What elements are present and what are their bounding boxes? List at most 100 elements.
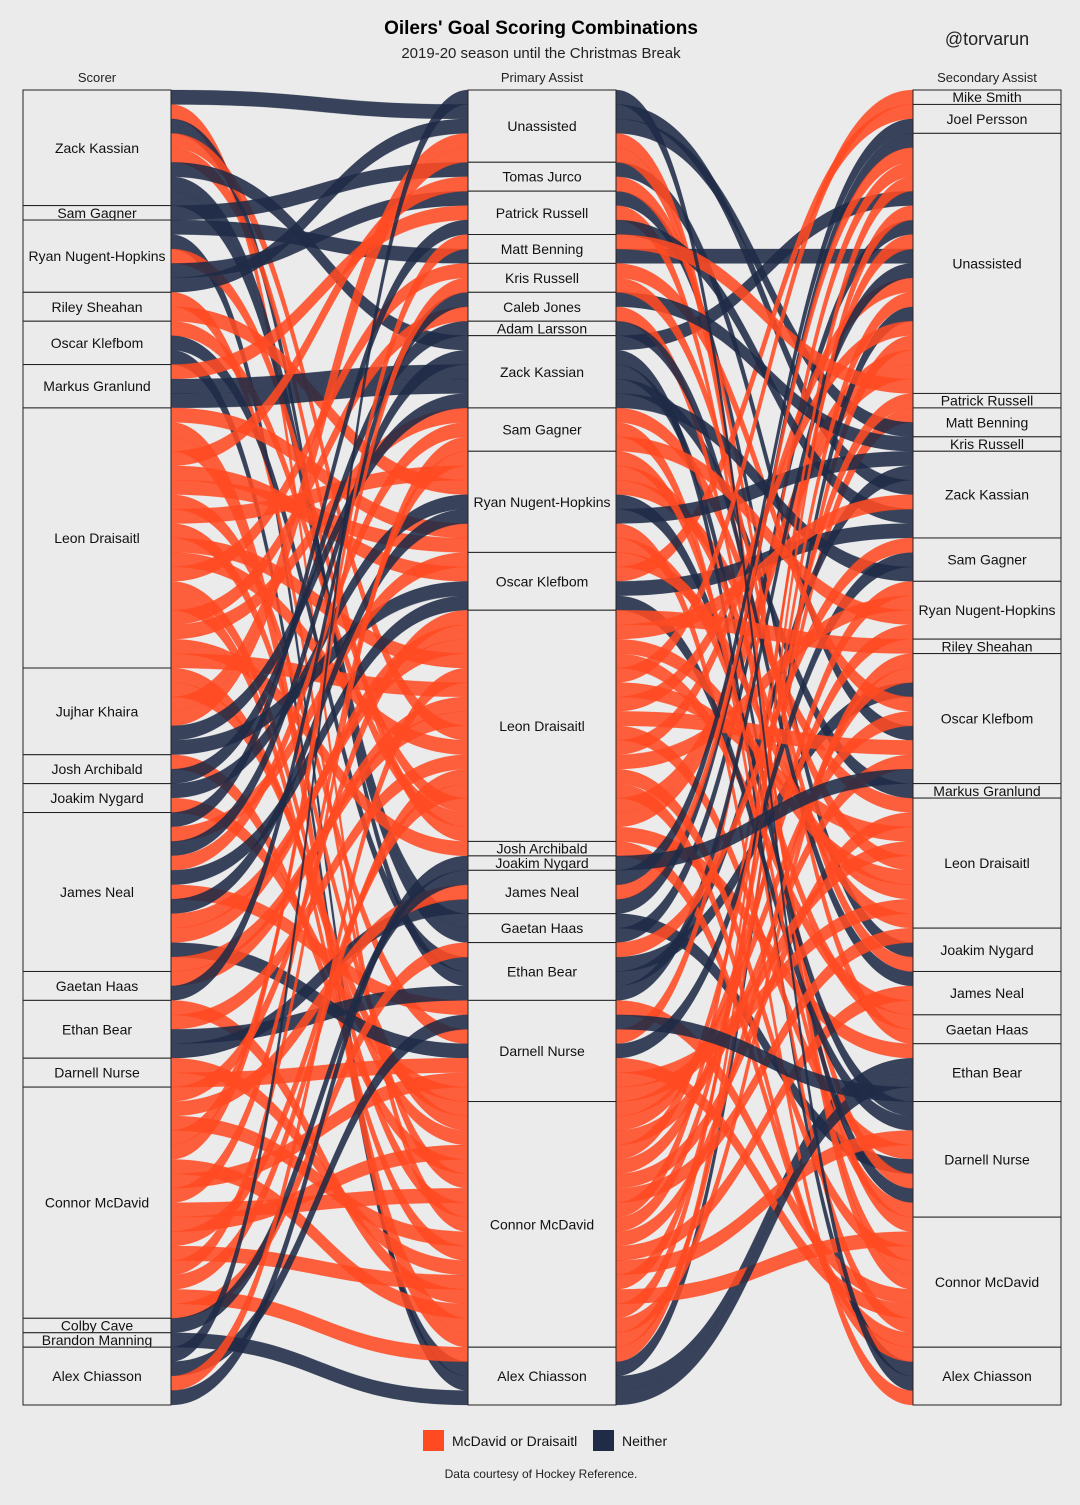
stratum-label: Patrick Russell bbox=[496, 205, 589, 221]
stratum-label: Ryan Nugent-Hopkins bbox=[474, 494, 611, 510]
stratum-secondary-joel-persson bbox=[912, 103, 1062, 134]
stratum-scorer-jujhar-khaira bbox=[22, 667, 172, 756]
stratum-scorer-alex-chiasson bbox=[22, 1346, 172, 1406]
stratum-primary-oscar-klefbom bbox=[467, 551, 617, 611]
stratum-label: Gaetan Haas bbox=[56, 978, 139, 994]
stratum-secondary-ethan-bear bbox=[912, 1043, 1062, 1103]
axis-label-secondary-assist: Secondary Assist bbox=[937, 70, 1037, 85]
stratum-label: Colby Cave bbox=[61, 1318, 134, 1334]
stratum-label: Riley Sheahan bbox=[941, 638, 1032, 654]
stratum-secondary-sam-gagner bbox=[912, 537, 1062, 582]
stratum-scorer-joakim-nygard bbox=[22, 783, 172, 814]
stratum-label: Alex Chiasson bbox=[497, 1368, 587, 1384]
stratum-label: Zack Kassian bbox=[945, 487, 1029, 503]
stratum-label: Gaetan Haas bbox=[946, 1021, 1029, 1037]
stratum-label: Sam Gagner bbox=[947, 552, 1027, 568]
stratum-primary-leon-draisaitl bbox=[467, 609, 617, 842]
stratum-label: Joakim Nygard bbox=[495, 855, 588, 871]
stratum-scorer-ethan-bear bbox=[22, 999, 172, 1059]
stratum-primary-caleb-jones bbox=[467, 291, 617, 322]
stratum-label: Oscar Klefbom bbox=[51, 335, 144, 351]
legend-label-neither: Neither bbox=[622, 1433, 667, 1449]
stratum-label: Leon Draisaitl bbox=[944, 855, 1030, 871]
stratum-secondary-ryan-nugent-hopkins bbox=[912, 580, 1062, 640]
stratum-label: Brandon Manning bbox=[42, 1332, 153, 1348]
stratum-scorer-markus-granlund bbox=[22, 364, 172, 409]
legend: McDavid or Draisaitl Neither bbox=[423, 1430, 667, 1451]
stratum-label: Matt Benning bbox=[501, 241, 584, 257]
stratum-scorer-zack-kassian bbox=[22, 89, 172, 207]
stratum-scorer-gaetan-haas bbox=[22, 970, 172, 1001]
stratum-label: James Neal bbox=[505, 884, 579, 900]
legend-label-mcdavid-or-draisaitl: McDavid or Draisaitl bbox=[452, 1433, 577, 1449]
stratum-primary-connor-mcdavid bbox=[467, 1101, 617, 1348]
legend-swatch-mcdavid-or-draisaitl bbox=[423, 1430, 444, 1451]
stratum-secondary-matt-benning bbox=[912, 407, 1062, 438]
stratum-primary-patrick-russell bbox=[467, 190, 617, 236]
stratum-secondary-darnell-nurse bbox=[912, 1101, 1062, 1218]
author-handle: @torvarun bbox=[945, 29, 1029, 49]
stratum-label: Jujhar Khaira bbox=[56, 703, 139, 719]
stratum-label: Patrick Russell bbox=[941, 393, 1034, 409]
stratum-label: Caleb Jones bbox=[503, 299, 581, 315]
stratum-label: James Neal bbox=[60, 884, 134, 900]
stratum-label: Ethan Bear bbox=[507, 963, 577, 979]
stratum-label: Joel Persson bbox=[947, 111, 1028, 127]
stratum-label: Sam Gagner bbox=[57, 205, 137, 221]
chart-subtitle: 2019-20 season until the Christmas Break bbox=[401, 45, 681, 62]
stratum-label: Markus Granlund bbox=[933, 783, 1040, 799]
stratum-label: Darnell Nurse bbox=[944, 1151, 1030, 1167]
stratum-label: Kris Russell bbox=[950, 436, 1024, 452]
strata-layer: Zack Kassian Sam Gagner Ryan Nugent-Hopkin… bbox=[22, 89, 1062, 1406]
stratum-scorer-riley-sheahan bbox=[22, 291, 172, 322]
stratum-scorer-leon-draisaitl bbox=[22, 407, 172, 669]
stratum-secondary-oscar-klefbom bbox=[912, 653, 1062, 785]
stratum-label: Kris Russell bbox=[505, 270, 579, 286]
stratum-scorer-james-neal bbox=[22, 812, 172, 972]
stratum-label: Josh Archibald bbox=[51, 761, 142, 777]
stratum-label: Unassisted bbox=[952, 255, 1021, 271]
stratum-label: Connor McDavid bbox=[935, 1274, 1039, 1290]
stratum-secondary-leon-draisaitl bbox=[912, 797, 1062, 929]
stratum-label: Sam Gagner bbox=[502, 422, 582, 438]
stratum-label: Riley Sheahan bbox=[51, 299, 142, 315]
stratum-label: James Neal bbox=[950, 985, 1024, 1001]
stratum-label: Oscar Klefbom bbox=[941, 711, 1034, 727]
axis-labels: Scorer Primary Assist Secondary Assist bbox=[78, 70, 1037, 85]
stratum-label: Unassisted bbox=[507, 118, 576, 134]
legend-swatch-neither bbox=[593, 1430, 614, 1451]
stratum-label: Tomas Jurco bbox=[502, 169, 582, 185]
stratum-label: Ryan Nugent-Hopkins bbox=[919, 602, 1056, 618]
stratum-label: Darnell Nurse bbox=[54, 1065, 140, 1081]
stratum-label: Leon Draisaitl bbox=[54, 530, 140, 546]
stratum-secondary-zack-kassian bbox=[912, 450, 1062, 539]
stratum-label: Adam Larsson bbox=[497, 320, 587, 336]
stratum-label: Gaetan Haas bbox=[501, 920, 584, 936]
axis-label-scorer: Scorer bbox=[78, 70, 117, 85]
stratum-primary-tomas-jurco bbox=[467, 161, 617, 192]
stratum-label: Oscar Klefbom bbox=[496, 573, 589, 589]
stratum-scorer-darnell-nurse bbox=[22, 1057, 172, 1088]
data-credit: Data courtesy of Hockey Reference. bbox=[445, 1467, 638, 1481]
stratum-primary-alex-chiasson bbox=[467, 1346, 617, 1406]
stratum-scorer-josh-archibald bbox=[22, 754, 172, 785]
stratum-label: Darnell Nurse bbox=[499, 1043, 585, 1059]
stratum-primary-sam-gagner bbox=[467, 407, 617, 452]
stratum-label: Joakim Nygard bbox=[940, 942, 1033, 958]
stratum-primary-james-neal bbox=[467, 869, 617, 915]
stratum-secondary-unassisted bbox=[912, 132, 1062, 394]
flow-scorer-to-primary-1 bbox=[170, 89, 469, 120]
stratum-secondary-connor-mcdavid bbox=[912, 1216, 1062, 1348]
stratum-secondary-james-neal bbox=[912, 970, 1062, 1016]
stratum-label: Ethan Bear bbox=[952, 1065, 1022, 1081]
stratum-label: Connor McDavid bbox=[45, 1195, 149, 1211]
stratum-secondary-joakim-nygard bbox=[912, 927, 1062, 972]
stratum-primary-gaetan-haas bbox=[467, 913, 617, 944]
stratum-label: Josh Archibald bbox=[496, 841, 587, 857]
stratum-label: Alex Chiasson bbox=[942, 1368, 1032, 1384]
stratum-label: Joakim Nygard bbox=[50, 790, 143, 806]
stratum-scorer-oscar-klefbom bbox=[22, 320, 172, 366]
stratum-label: Connor McDavid bbox=[490, 1216, 594, 1232]
